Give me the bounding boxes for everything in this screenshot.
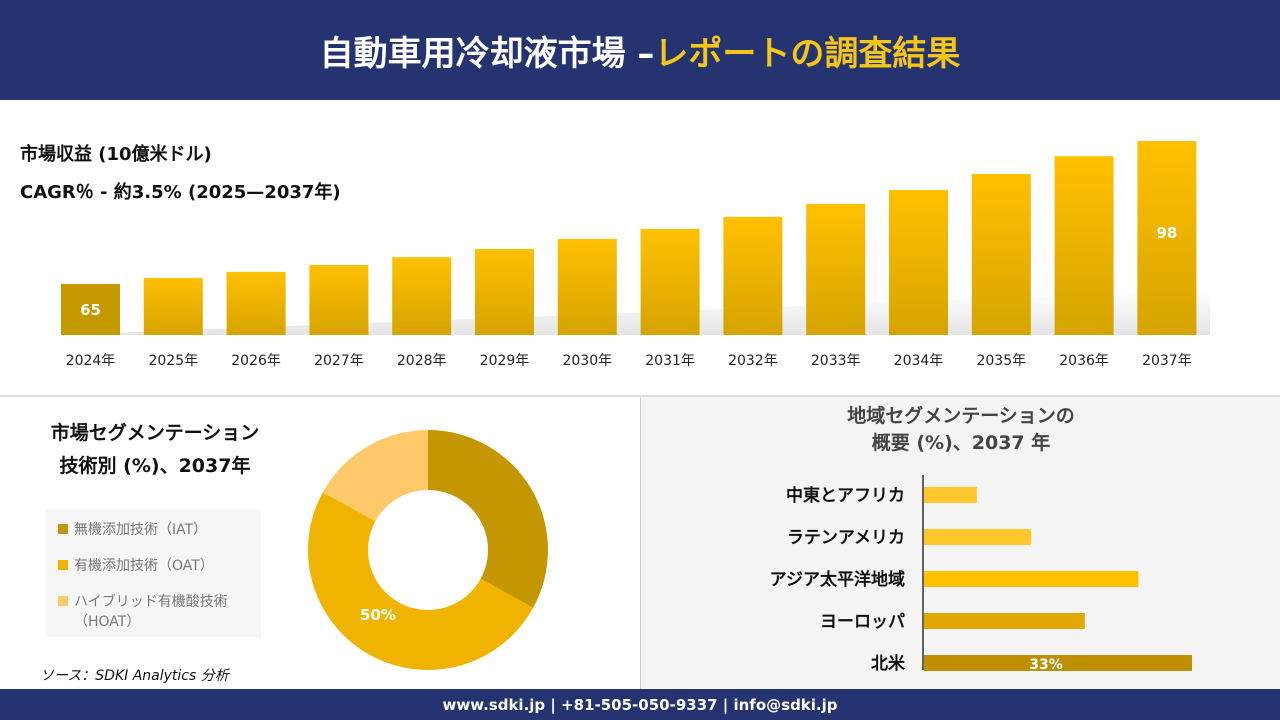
legend-item-hoat: ハイブリッド有機酸技術 （HOAT） (58, 591, 249, 631)
region-title-line1: 地域セグメンテーションの (847, 405, 1075, 427)
bar-2024年 (61, 284, 120, 335)
bar-アジア太平洋地域 (924, 571, 1139, 587)
x-tick-label: 2033年 (811, 353, 861, 369)
x-tick-label: 2037年 (1142, 353, 1192, 369)
y-tick-label: 中東とアフリカ (786, 485, 905, 506)
segment-title-line1: 市場セグメンテーション (50, 422, 260, 444)
segment-title: 市場セグメンテーション 技術別 (%)、2037年 (30, 417, 280, 483)
legend-label-line1: ハイブリッド有機酸技術 (74, 594, 228, 610)
x-tick-label: 2036年 (1059, 353, 1109, 369)
x-tick-label: 2034年 (894, 353, 944, 369)
data-label: 98 (1156, 224, 1177, 242)
bar-北米 (924, 655, 1192, 671)
y-tick-label: ヨーロッパ (820, 612, 905, 632)
segment-title-line2: 技術別 (%)、2037年 (59, 455, 251, 477)
y-tick-label: アジア太平洋地域 (770, 569, 905, 590)
bar-2027年 (309, 264, 369, 335)
bar-中東とアフリカ (924, 487, 977, 503)
x-tick-label: 2031年 (645, 353, 695, 369)
x-tick-label: 2032年 (728, 353, 778, 369)
x-tick-label: 2029年 (480, 353, 530, 369)
bar-2036年 (1054, 156, 1114, 335)
bar-ヨーロッパ (924, 613, 1085, 629)
technology-donut-chart: 50% (308, 430, 548, 670)
bar-2025年 (143, 277, 203, 335)
region-segment-panel: 地域セグメンテーションの 概要 (%)、2037 年 中東とアフリカ ラテンアメリ… (640, 397, 1280, 689)
legend-label: 無機添加技術（IAT） (74, 522, 208, 538)
cagr-label: CAGR％ - 約3.5% (2025—2037年) (20, 182, 341, 203)
divider (0, 395, 1280, 397)
donut-legend: 無機添加技術（IAT） 有機添加技術（OAT） ハイブリッド有機酸技術 （HOAT… (46, 509, 261, 637)
legend-item-oat: 有機添加技術（OAT） (58, 555, 249, 575)
x-tick-label: 2026年 (231, 353, 281, 369)
header-banner: 自動車用冷却液市場 – レポートの調査結果 (0, 0, 1280, 100)
bar-2033年 (806, 203, 866, 335)
legend-swatch (58, 524, 68, 534)
data-label: 50% (360, 606, 396, 624)
donut-slice-0 (428, 430, 548, 608)
footer-contact: www.sdki.jp | +81-505-050-9337 | info@sd… (0, 689, 1280, 720)
bar-2035年 (971, 173, 1031, 335)
region-title: 地域セグメンテーションの 概要 (%)、2037 年 (641, 403, 1280, 457)
x-tick-label: 2030年 (562, 353, 612, 369)
donut-slice-2 (322, 430, 428, 522)
legend-label-line2: （HOAT） (74, 614, 141, 630)
bar-2026年 (226, 271, 286, 335)
y-tick-label: ラテンアメリカ (787, 528, 905, 548)
bar-2029年 (475, 248, 534, 335)
legend-swatch (58, 560, 68, 570)
legend-item-iat: 無機添加技術（IAT） (58, 519, 249, 539)
title-white: 自動車用冷却液市場 – (319, 33, 655, 74)
revenue-label: 市場収益 (10億米ドル) (20, 144, 212, 165)
y-tick-label: 北米 (871, 653, 906, 674)
data-label: 33% (1029, 657, 1063, 673)
region-title-line2: 概要 (%)、2037 年 (871, 432, 1051, 454)
bar-2034年 (889, 189, 948, 335)
donut-slice-1 (308, 492, 534, 670)
title-yellow: レポートの調査結果 (654, 33, 961, 74)
x-tick-label: 2028年 (397, 353, 447, 369)
bar-2032年 (723, 216, 783, 335)
technology-segment-panel: 市場セグメンテーション 技術別 (%)、2037年 無機添加技術（IAT） 有機… (0, 397, 640, 689)
x-tick-label: 2025年 (148, 353, 198, 369)
data-label: 65 (80, 301, 101, 319)
bar-2031年 (640, 228, 700, 335)
x-tick-label: 2035年 (976, 353, 1026, 369)
revenue-bar-chart: 2024年 65 2025年 2026年 2027年 2028年 2029年 2030年 203… (60, 141, 1210, 369)
bar-2030年 (557, 238, 617, 335)
bar-2037年 (1137, 141, 1197, 335)
source-note: ソース：SDKI Analytics 分析 (40, 668, 229, 684)
bar-ラテンアメリカ (924, 529, 1032, 545)
legend-swatch (58, 596, 68, 606)
legend-label: ハイブリッド有機酸技術 （HOAT） (74, 591, 228, 631)
x-tick-label: 2024年 (66, 353, 116, 369)
x-tick-label: 2027年 (314, 353, 364, 369)
bar-2028年 (392, 257, 452, 335)
legend-label: 有機添加技術（OAT） (74, 558, 214, 574)
